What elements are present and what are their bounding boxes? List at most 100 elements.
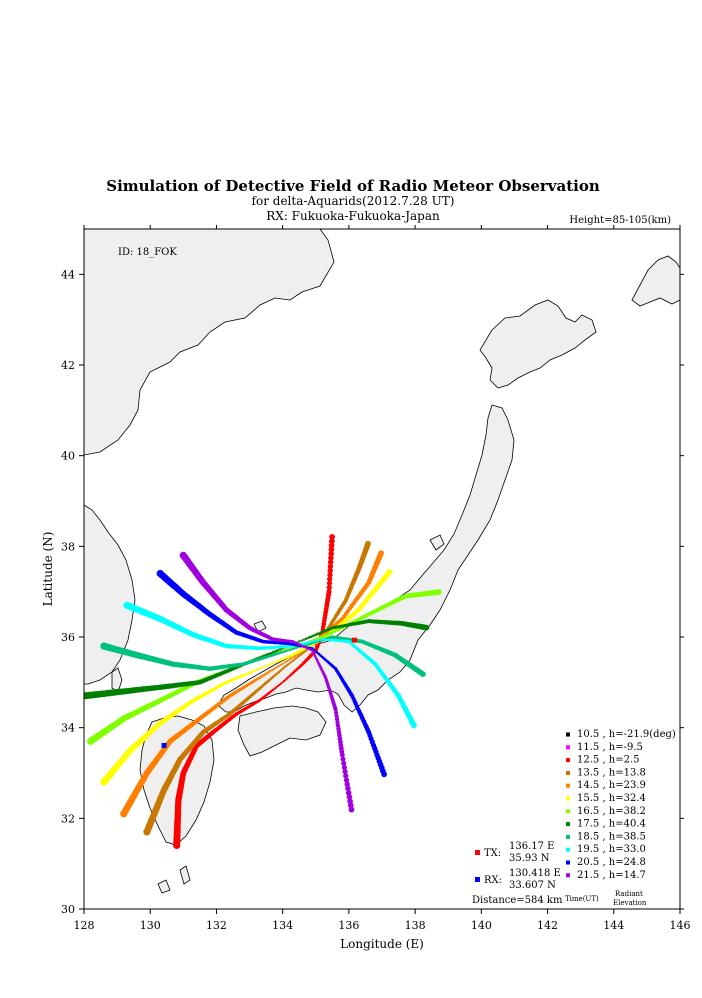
asian-mainland <box>84 229 335 456</box>
tx-info: TX: 136.17 E 35.93 N <box>475 841 554 864</box>
series-point <box>266 680 269 684</box>
series-point <box>272 661 275 665</box>
legend-swatch <box>566 783 570 788</box>
series-point <box>277 670 281 674</box>
series-point <box>258 676 261 680</box>
series-point <box>270 662 273 666</box>
series-point <box>327 576 333 582</box>
series-point <box>262 673 266 677</box>
series-point <box>313 653 316 656</box>
series-point <box>326 589 332 595</box>
series-point <box>274 660 278 664</box>
series-point <box>328 551 334 557</box>
legend-entry: 19.5 , h=33.0 <box>577 844 646 855</box>
tx-label: TX: <box>484 848 501 859</box>
series-point <box>330 630 334 635</box>
series-point <box>264 672 268 676</box>
station-id-label: ID: 18_FOK <box>118 247 177 258</box>
series-point <box>327 572 333 578</box>
series-point <box>314 639 318 642</box>
series-point <box>293 652 297 656</box>
x-axis-label: Longitude (E) <box>340 937 424 951</box>
series-point <box>329 534 335 540</box>
x-tick-label: 134 <box>272 919 293 932</box>
series-point <box>279 682 283 685</box>
series-point <box>289 661 293 664</box>
x-tick-label: 140 <box>471 919 492 932</box>
series-point <box>314 649 318 653</box>
series-point <box>281 662 285 665</box>
series-point <box>328 546 335 553</box>
series-point <box>273 667 276 670</box>
y-tick-label: 40 <box>61 450 75 463</box>
series-point <box>348 806 355 813</box>
series-point <box>253 669 257 672</box>
series-point <box>279 651 283 654</box>
series-point <box>334 713 339 719</box>
series-point <box>284 664 288 668</box>
series-point <box>323 633 327 637</box>
series-point <box>274 649 277 653</box>
series-point <box>342 769 348 775</box>
y-tick-label: 36 <box>61 631 75 644</box>
series-point <box>276 685 279 688</box>
plot-area <box>83 228 681 910</box>
series-point <box>294 657 298 660</box>
series-point <box>273 673 277 677</box>
series-point <box>316 639 320 642</box>
series-point <box>279 663 282 666</box>
series-point <box>267 678 271 682</box>
series-point <box>307 636 311 639</box>
series-point <box>310 640 313 643</box>
legend-entry: 16.5 , h=38.2 <box>577 806 646 817</box>
series-point <box>288 648 291 652</box>
series-point <box>316 632 320 636</box>
x-tick-label: 146 <box>670 919 691 932</box>
series-point <box>284 649 287 653</box>
series-point <box>316 651 319 654</box>
rx-map-marker <box>161 742 167 748</box>
series-point <box>329 538 335 545</box>
tx-map-marker <box>352 637 358 643</box>
series-point <box>293 658 296 661</box>
series-point <box>298 640 301 643</box>
series-point <box>286 655 290 659</box>
series-point <box>335 723 341 728</box>
series-point <box>343 777 350 783</box>
series-point <box>319 635 322 639</box>
series-point <box>277 664 280 668</box>
series-point <box>275 672 279 675</box>
series-point <box>326 638 330 642</box>
legend-swatch <box>566 873 570 878</box>
series-point <box>266 671 270 674</box>
y-axis: 30 32 34 36 38 40 42 44 <box>61 268 684 916</box>
series-point <box>279 648 282 651</box>
rx-location-line: RX: Fukuoka-Fukuoka-Japan <box>266 209 440 223</box>
series-point <box>281 645 285 649</box>
series-point <box>288 662 291 665</box>
series-point <box>274 686 278 689</box>
series-point <box>286 659 289 663</box>
series-point <box>283 645 288 649</box>
series-point <box>321 630 325 634</box>
series-point <box>308 641 311 644</box>
series-point <box>312 640 316 643</box>
y-tick-label: 32 <box>61 812 75 825</box>
series-point <box>260 666 264 669</box>
tanegashima-island <box>179 865 191 885</box>
series-point <box>333 707 338 712</box>
series-point <box>279 669 283 672</box>
series-point <box>282 650 285 654</box>
series-9 <box>123 601 417 729</box>
series-point <box>335 625 340 629</box>
rx-lat: 33.607 N <box>509 880 556 891</box>
series-layer <box>84 534 442 850</box>
legend-entry: 10.5 , h=-21.9(deg) <box>577 729 676 740</box>
x-tick-label: 128 <box>74 919 95 932</box>
series-point <box>279 645 283 649</box>
series-point <box>327 567 333 574</box>
legend-entry: 13.5 , h=13.8 <box>577 767 646 778</box>
rx-label: RX: <box>484 875 502 886</box>
